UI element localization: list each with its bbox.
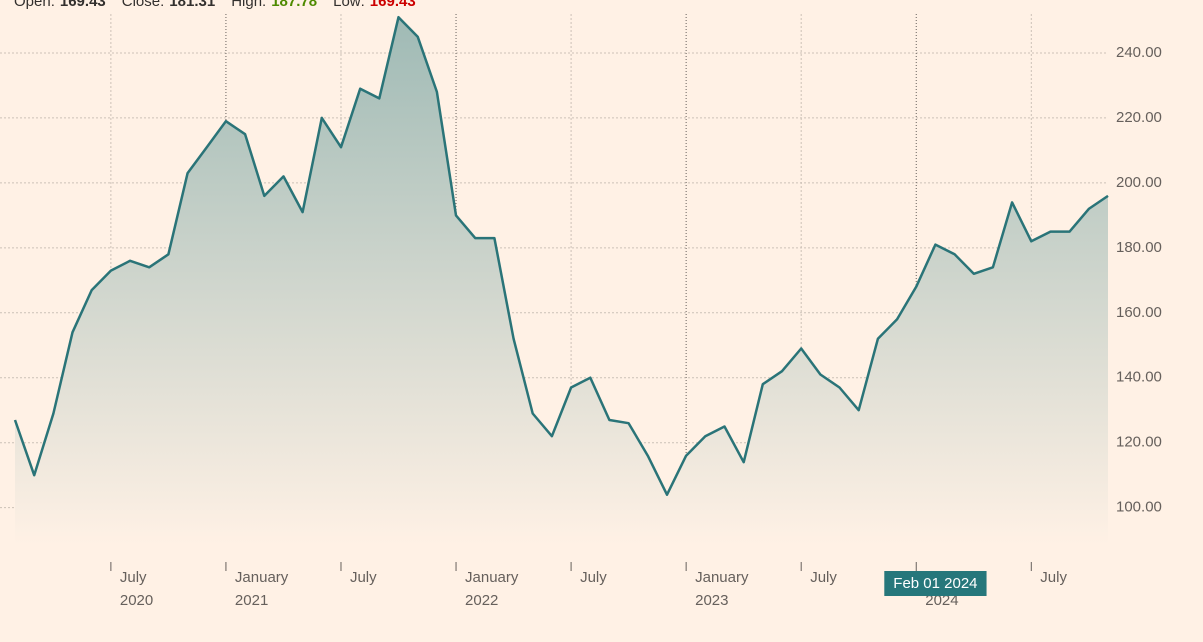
tooltip-label: Feb 01 2024 [893, 575, 977, 592]
x-tick-label: July [810, 569, 837, 586]
x-tick-label: July [350, 569, 377, 586]
y-tick-label: 220.00 [1116, 109, 1162, 126]
header-label: High: [231, 0, 266, 10]
header: Open: 169.43 Close: 181.31 High: 187.78 Low: 16… [14, 0, 416, 10]
y-tick-label: 200.00 [1116, 174, 1162, 191]
axes: 100.00 120.00 140.00 160.00 180.00 200.00 220.… [110, 44, 1162, 609]
y-tick-label: 180.00 [1116, 239, 1162, 256]
x-tick-label: July [580, 569, 607, 586]
tooltip-box [884, 571, 987, 596]
line [13, 15, 1109, 496]
tooltip: Feb 01 2024 [884, 571, 987, 596]
header-value: 169.43 [370, 0, 416, 10]
x-tick-label: January [235, 569, 289, 586]
header-label: Close: [122, 0, 165, 10]
x-tick-year: 2022 [465, 592, 498, 609]
header-value: 187.78 [271, 0, 317, 10]
header-label: Open: [14, 0, 55, 10]
plot [13, 15, 1109, 545]
header-value: 169.43 [60, 0, 106, 10]
y-tick-label: 100.00 [1116, 499, 1162, 516]
y-tick-label: 120.00 [1116, 434, 1162, 451]
x-tick-year: 2024 [925, 592, 958, 609]
header-label: Low: [333, 0, 365, 10]
x-tick-year: 2020 [120, 592, 153, 609]
y-tick-label: 140.00 [1116, 369, 1162, 386]
y-tick-label: 240.00 [1116, 44, 1162, 61]
x-tick-year: 2021 [235, 592, 268, 609]
x-tick-label: January [695, 569, 749, 586]
x-tick-year: 2023 [695, 592, 728, 609]
x-tick-label: July [1040, 569, 1067, 586]
y-tick-label: 160.00 [1116, 304, 1162, 321]
area [15, 17, 1108, 545]
x-tick-label: January [465, 569, 519, 586]
header-value: 181.31 [169, 0, 215, 10]
x-tick-label: July [120, 569, 147, 586]
